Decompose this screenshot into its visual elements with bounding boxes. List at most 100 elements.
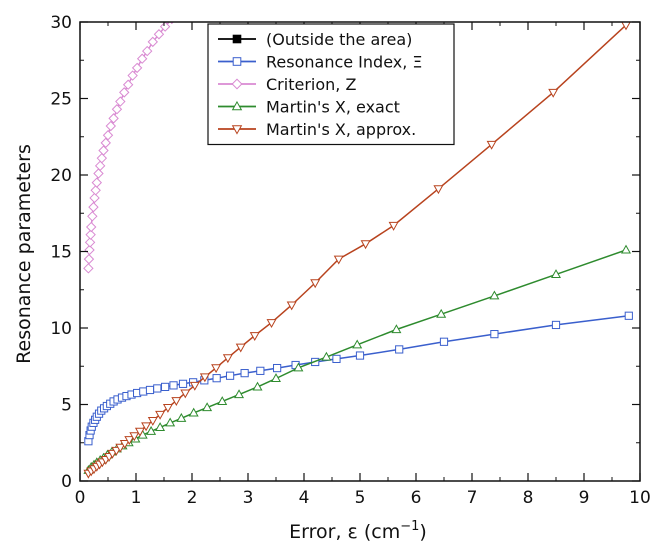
x-tick-label: 2 [187,488,198,508]
data-point [235,343,246,353]
data-point [115,96,126,107]
data-point [332,354,341,364]
data-point [85,221,97,233]
series-4 [83,22,631,479]
data-point [249,332,260,341]
legend-entry: (Outside the area) [218,30,412,49]
data-point [122,79,134,90]
legend-marker [232,57,242,66]
x-tick-label: 7 [467,488,478,508]
data-point [96,152,108,164]
x-axis-title-superscript: −1 [400,519,419,534]
data-point [439,337,449,346]
data-point [551,269,561,279]
data-point [395,345,404,354]
data-point [333,255,344,265]
y-tick-label: 30 [50,13,72,33]
data-point [84,244,95,256]
data-point [433,185,444,195]
data-point [83,253,95,265]
data-point [486,140,497,150]
data-point [119,439,130,449]
data-point [161,382,170,392]
data-point [551,320,561,330]
data-point [548,88,559,98]
data-point [162,404,173,413]
axes: 0 1 2 3 4 5 6 7 8 9 10 0 5 10 15 20 25 30 [50,13,650,508]
data-point [115,443,126,453]
legend-label: Martin's X, exact [266,98,400,117]
data-point [621,22,631,31]
data-point [489,290,500,300]
data-point [84,237,96,248]
data-point [171,397,182,407]
data-point [178,379,188,388]
data-point [127,70,138,81]
data-point [189,381,200,391]
x-tick-label: 4 [299,488,310,508]
series-line [87,249,627,471]
x-tick-label: 9 [579,488,590,508]
data-point [105,120,117,132]
data-point [352,339,363,349]
x-tick-label: 8 [523,488,534,508]
data-point [89,192,100,204]
data-point [174,7,183,16]
series-2 [83,7,183,274]
data-point [217,396,228,405]
legend-entry: Martin's X, approx. [218,120,416,139]
data-point [621,244,631,254]
data-point [136,53,148,64]
data-point [141,45,153,57]
x-tick-label: 1 [131,488,142,508]
data-point [286,301,297,311]
data-point [153,29,165,40]
data-point [266,319,277,328]
data-point [91,177,103,188]
data-point [94,160,106,172]
legend-entry: Martin's X, exact [218,98,400,117]
data-point [360,240,371,250]
data-point [212,374,221,383]
data-point [129,432,140,442]
data-point [83,263,94,274]
data-point [134,427,145,437]
y-tick-label: 15 [50,243,72,263]
y-tick-label: 20 [50,166,72,186]
data-point [222,354,233,364]
data-point [146,425,157,435]
data-point [355,351,365,360]
legend-label: Resonance Index, Ξ [266,53,423,72]
data-point [169,381,178,390]
data-point [87,211,98,222]
y-tick-label: 0 [61,472,72,492]
series-line [87,22,171,269]
legend-entry: Criterion, Z [218,75,356,94]
data-point [141,422,152,432]
x-tick-label: 10 [629,488,651,508]
x-tick-label: 6 [411,488,422,508]
data-point [155,422,166,432]
x-tick-label: 5 [355,488,366,508]
data-point [100,137,111,149]
data-point [155,410,166,420]
data-point [85,229,96,240]
data-point [93,168,104,179]
data-point [211,364,222,374]
legend-label: (Outside the area) [266,30,412,49]
data-point [124,436,135,446]
legend-marker [231,125,243,135]
data-point [271,373,281,383]
data-point [624,311,633,320]
data-point [490,330,499,339]
data-point [188,407,199,417]
data-point [102,130,114,141]
data-point [131,62,143,74]
data-point [147,417,158,426]
data-point [165,417,176,427]
y-tick-label: 25 [50,90,72,110]
data-point [256,366,265,375]
data-point [111,104,123,115]
y-tick-label: 5 [61,396,72,416]
